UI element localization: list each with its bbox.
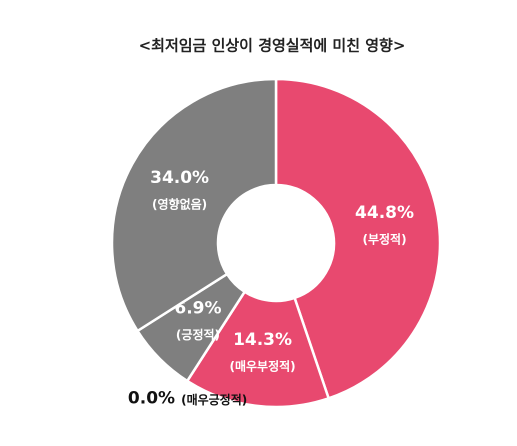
category-label: (영향없음) [152, 197, 207, 212]
category-label: (매우긍정적) [181, 392, 247, 407]
value-label: 6.9% [174, 299, 221, 319]
category-label: (부정적) [362, 232, 406, 247]
category-label: (긍정적) [176, 327, 220, 342]
donut-slice [110, 77, 278, 333]
category-label: (매우부정적) [229, 359, 295, 374]
value-label: 0.0% [128, 388, 175, 408]
chart-title: <최저임금 인상이 경영실적에 미친 영향> [139, 37, 406, 55]
donut-slice [274, 77, 442, 400]
value-label: 44.8% [355, 203, 414, 223]
value-label: 34.0% [150, 168, 209, 188]
value-label: 14.3% [233, 330, 292, 350]
donut-slice [185, 290, 331, 409]
